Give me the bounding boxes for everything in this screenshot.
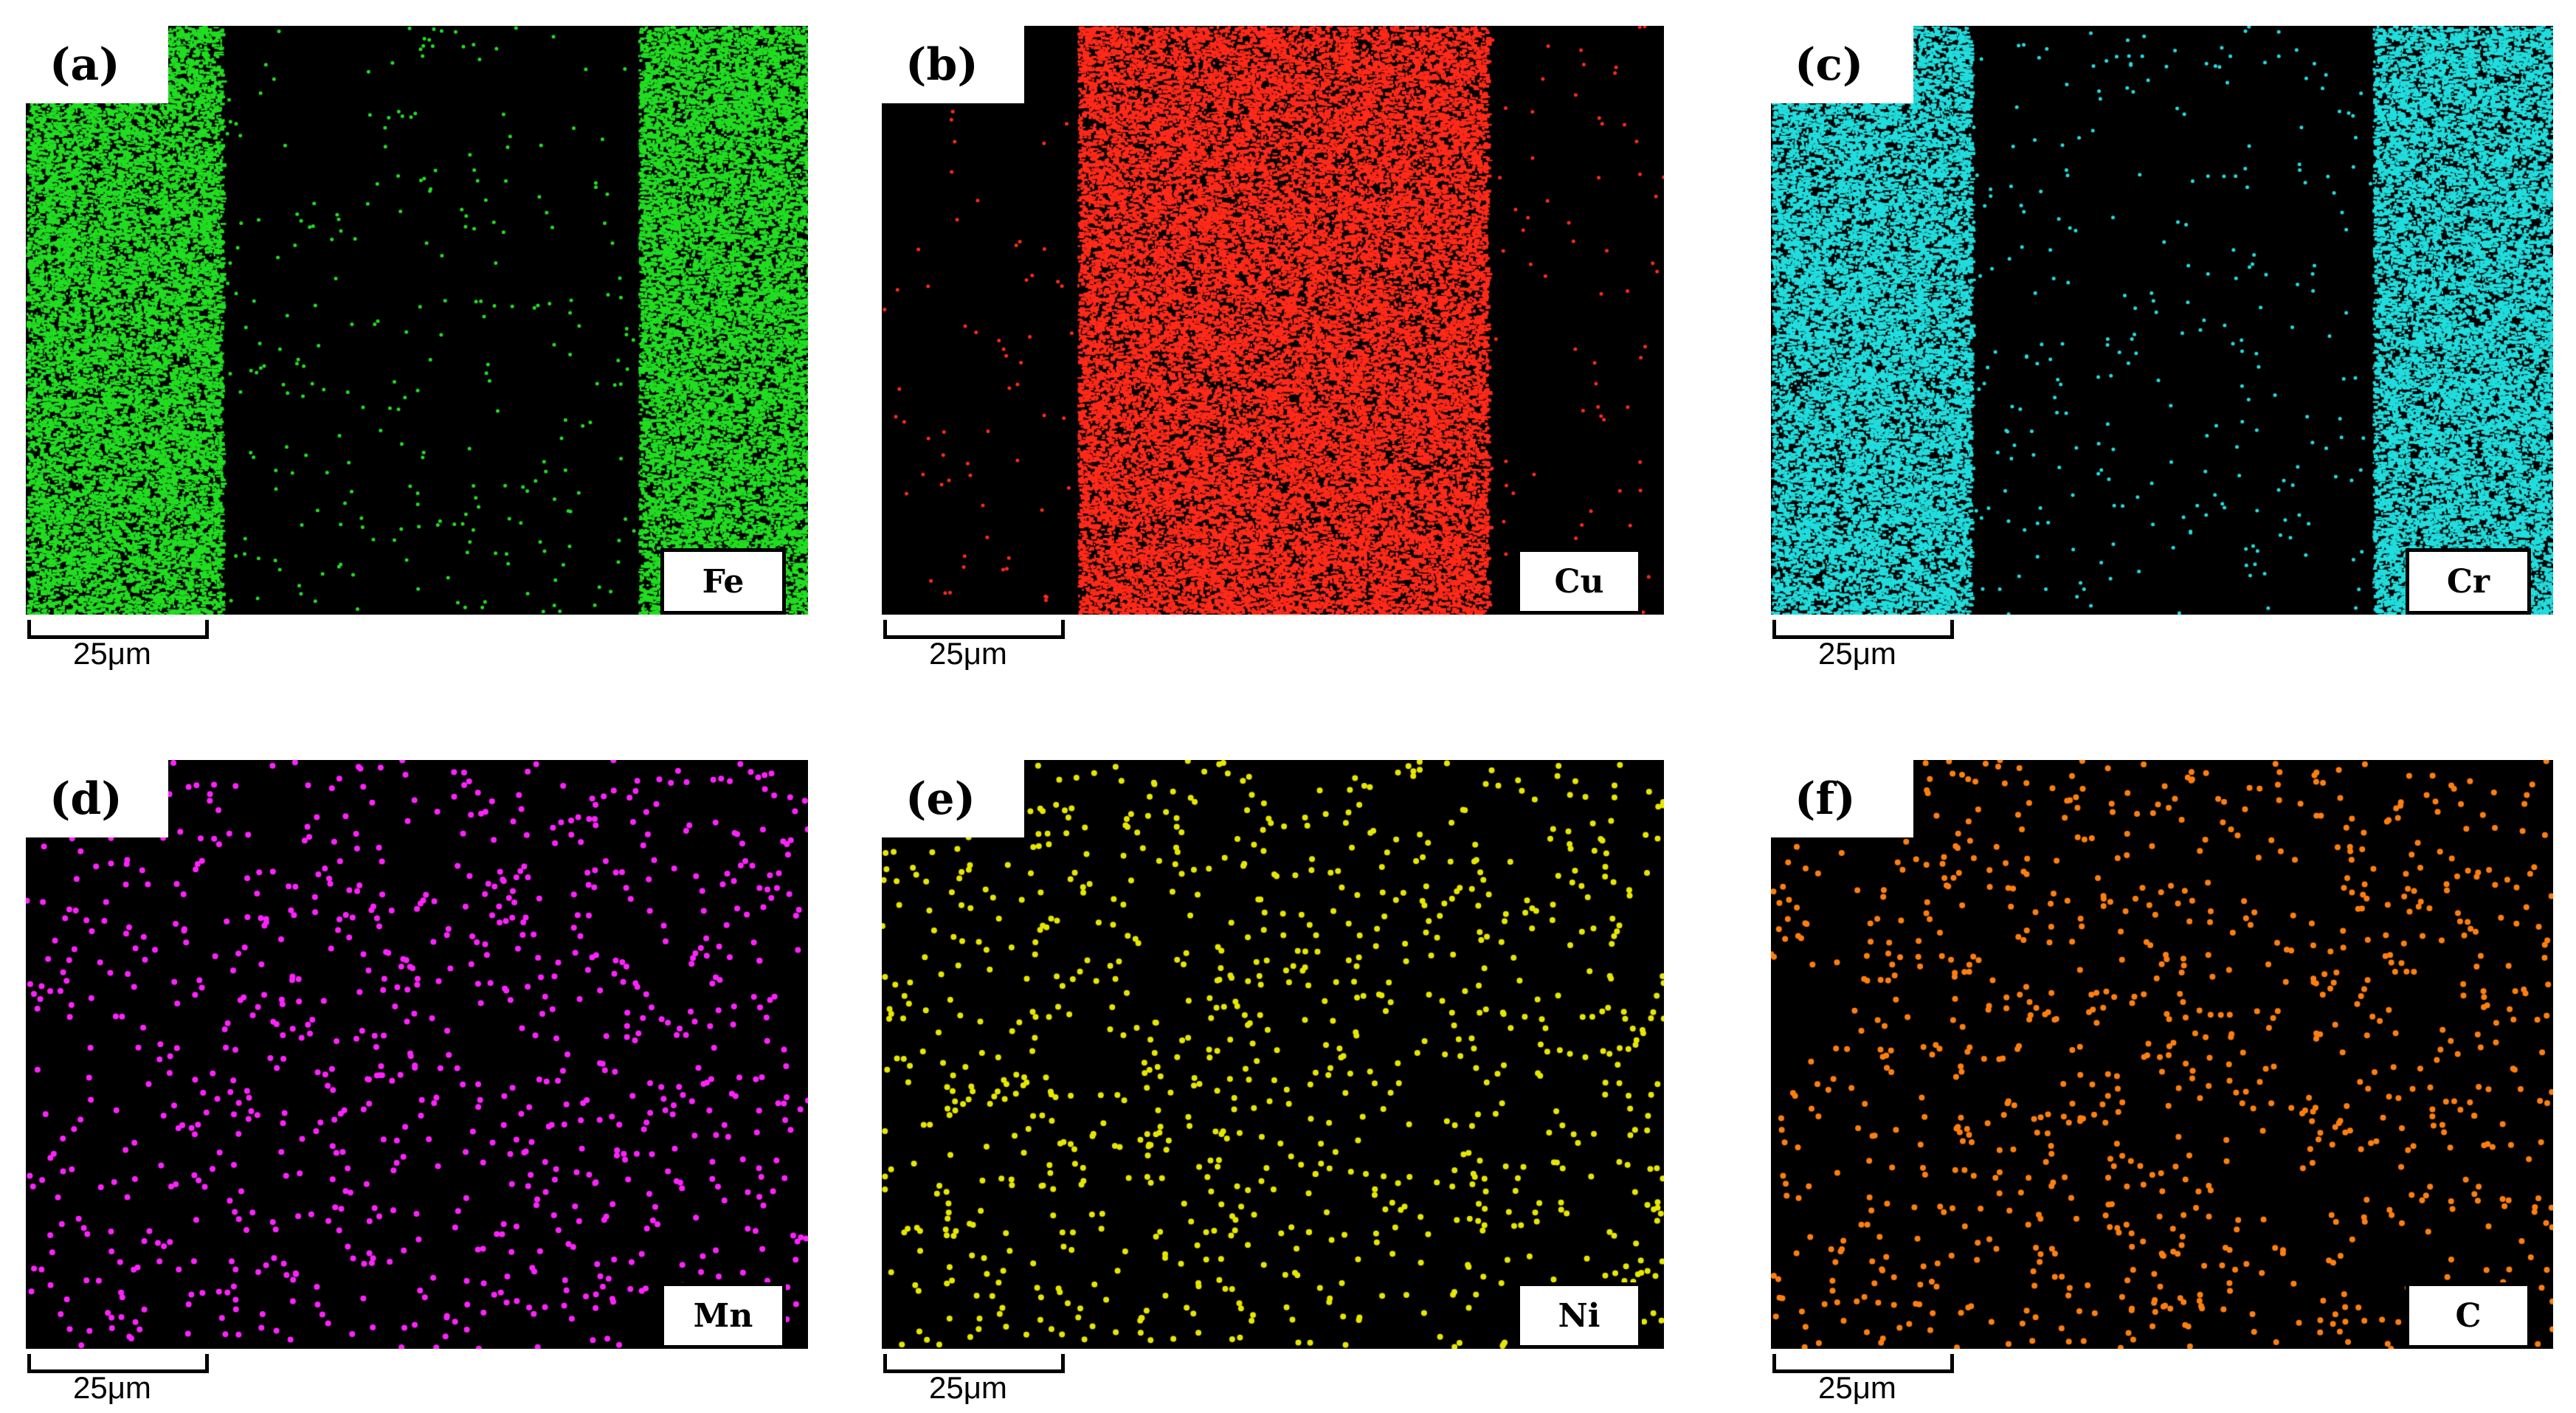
scale-bar-a: 25μm	[27, 620, 219, 679]
scale-bar-line	[27, 620, 209, 639]
scale-bar-b: 25μm	[883, 620, 1075, 679]
panel-label-c: (c)	[1771, 26, 1913, 103]
element-label-cr: Cr	[2406, 548, 2531, 615]
panel-label-b: (b)	[882, 26, 1024, 103]
scale-bar-line	[1772, 620, 1954, 639]
element-label-c: C	[2406, 1282, 2531, 1349]
eds-map-cr: (c) Cr	[1771, 26, 2553, 615]
scale-bar-f: 25μm	[1772, 1354, 1964, 1413]
scale-bar-text: 25μm	[73, 636, 151, 671]
scale-bar-e: 25μm	[883, 1354, 1075, 1413]
panel-label-e: (e)	[882, 760, 1024, 837]
panel-label-d: (d)	[26, 760, 168, 837]
eds-map-mn: (d) Mn	[26, 760, 808, 1349]
ni-distribution-image	[882, 760, 1664, 1349]
fe-distribution-image	[26, 26, 808, 615]
panel-label-a: (a)	[26, 26, 168, 103]
scale-bar-text: 25μm	[929, 636, 1007, 671]
eds-map-ni: (e) Ni	[882, 760, 1664, 1349]
eds-map-cu: (b) Cu	[882, 26, 1664, 615]
panel-label-f: (f)	[1771, 760, 1913, 837]
eds-map-c: (f) C	[1771, 760, 2553, 1349]
element-label-mn: Mn	[660, 1282, 786, 1349]
scale-bar-text: 25μm	[1818, 1370, 1896, 1405]
mn-distribution-image	[26, 760, 808, 1349]
scale-bar-text: 25μm	[73, 1370, 151, 1405]
scale-bar-text: 25μm	[1818, 636, 1896, 671]
c-distribution-image	[1771, 760, 2553, 1349]
scale-bar-d: 25μm	[27, 1354, 219, 1413]
scale-bar-line	[1772, 1354, 1954, 1373]
element-label-ni: Ni	[1516, 1282, 1642, 1349]
scale-bar-c: 25μm	[1772, 620, 1964, 679]
cu-distribution-image	[882, 26, 1664, 615]
scale-bar-text: 25μm	[929, 1370, 1007, 1405]
element-label-fe: Fe	[660, 548, 786, 615]
cr-distribution-image	[1771, 26, 2553, 615]
scale-bar-line	[883, 1354, 1065, 1373]
scale-bar-line	[27, 1354, 209, 1373]
scale-bar-line	[883, 620, 1065, 639]
element-label-cu: Cu	[1516, 548, 1642, 615]
eds-map-fe: (a) Fe	[26, 26, 808, 615]
